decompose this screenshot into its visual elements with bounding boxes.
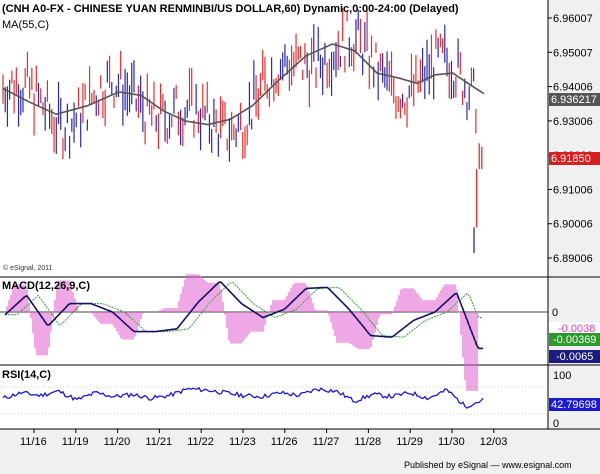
x-tick-label: 11/30	[438, 436, 465, 448]
last-price: 6.91850	[551, 153, 591, 165]
macd-signal-value: -0.00369	[553, 334, 596, 346]
price-tick-label: 6.90006	[553, 219, 593, 231]
x-tick-label: 11/21	[145, 436, 172, 448]
rsi-line	[2, 386, 484, 409]
price-tick-label: 6.96007	[553, 13, 593, 25]
rsi-label: RSI(14,C)	[2, 369, 51, 381]
macd-label: MACD(12,26,9,C)	[2, 280, 90, 292]
rsi-value-box	[549, 398, 600, 411]
price-tick-label: 6.95007	[553, 47, 593, 59]
x-tick-label: 11/27	[313, 436, 340, 448]
price-tick-label: 6.91006	[553, 184, 593, 196]
macd-zero-tick: 0	[552, 307, 558, 319]
rsi-tick-100: 100	[553, 370, 571, 382]
rsi-group	[0, 386, 548, 415]
macd-signal-box	[549, 333, 600, 346]
x-tick-label: 11/20	[104, 436, 131, 448]
ma-line-group	[2, 43, 485, 126]
x-tick-label: 11/29	[396, 436, 423, 448]
ma-value-box	[549, 93, 600, 106]
price-tick-label: 6.89006	[553, 253, 593, 265]
x-tick-label: 11/16	[20, 436, 47, 448]
macd-signal-line	[5, 281, 482, 338]
macd-group	[0, 274, 548, 391]
rsi-value: 42.79698	[551, 399, 597, 411]
chart-title: (CNH A0-FX - CHINESE YUAN RENMINBI/US DO…	[2, 3, 459, 15]
price-tick-label: 6.93006	[553, 116, 593, 128]
copyright-text: © eSignal, 2011	[3, 264, 53, 272]
publisher-credit: Published by eSignal — www.esignal.com	[404, 460, 572, 470]
macd-value-box	[549, 350, 600, 363]
x-tick-label: 11/22	[187, 436, 214, 448]
price-tick-label: 6.94006	[553, 82, 593, 94]
macd-line	[4, 281, 483, 350]
macd-value: -0.0065	[556, 351, 593, 363]
price-panel-bg	[0, 0, 548, 277]
rsi-panel-bg	[0, 365, 548, 429]
last-price-box	[549, 152, 600, 165]
x-tick-label: 11/23	[229, 436, 256, 448]
x-tick-label: 12/03	[480, 436, 508, 448]
macd-hist-box	[549, 322, 600, 333]
x-ticks: 11/16 11/19 11/20 11/21 11/22 11/23 11/26 11/27…	[20, 429, 507, 448]
ma-line	[2, 43, 485, 126]
x-tick-label: 11/28	[354, 436, 381, 448]
x-tick-label: 11/26	[271, 436, 298, 448]
price-bars	[2, 8, 483, 254]
ma-label: MA(55,C)	[2, 19, 49, 31]
macd-hist-value: -0.0038	[558, 323, 595, 335]
rsi-tick-0: 0	[553, 418, 559, 430]
y-ticks: 6.960076.950076.940066.930066.920066.910…	[548, 13, 593, 265]
x-tick-label: 11/19	[62, 436, 89, 448]
ma-value: 6.936217	[551, 94, 597, 106]
